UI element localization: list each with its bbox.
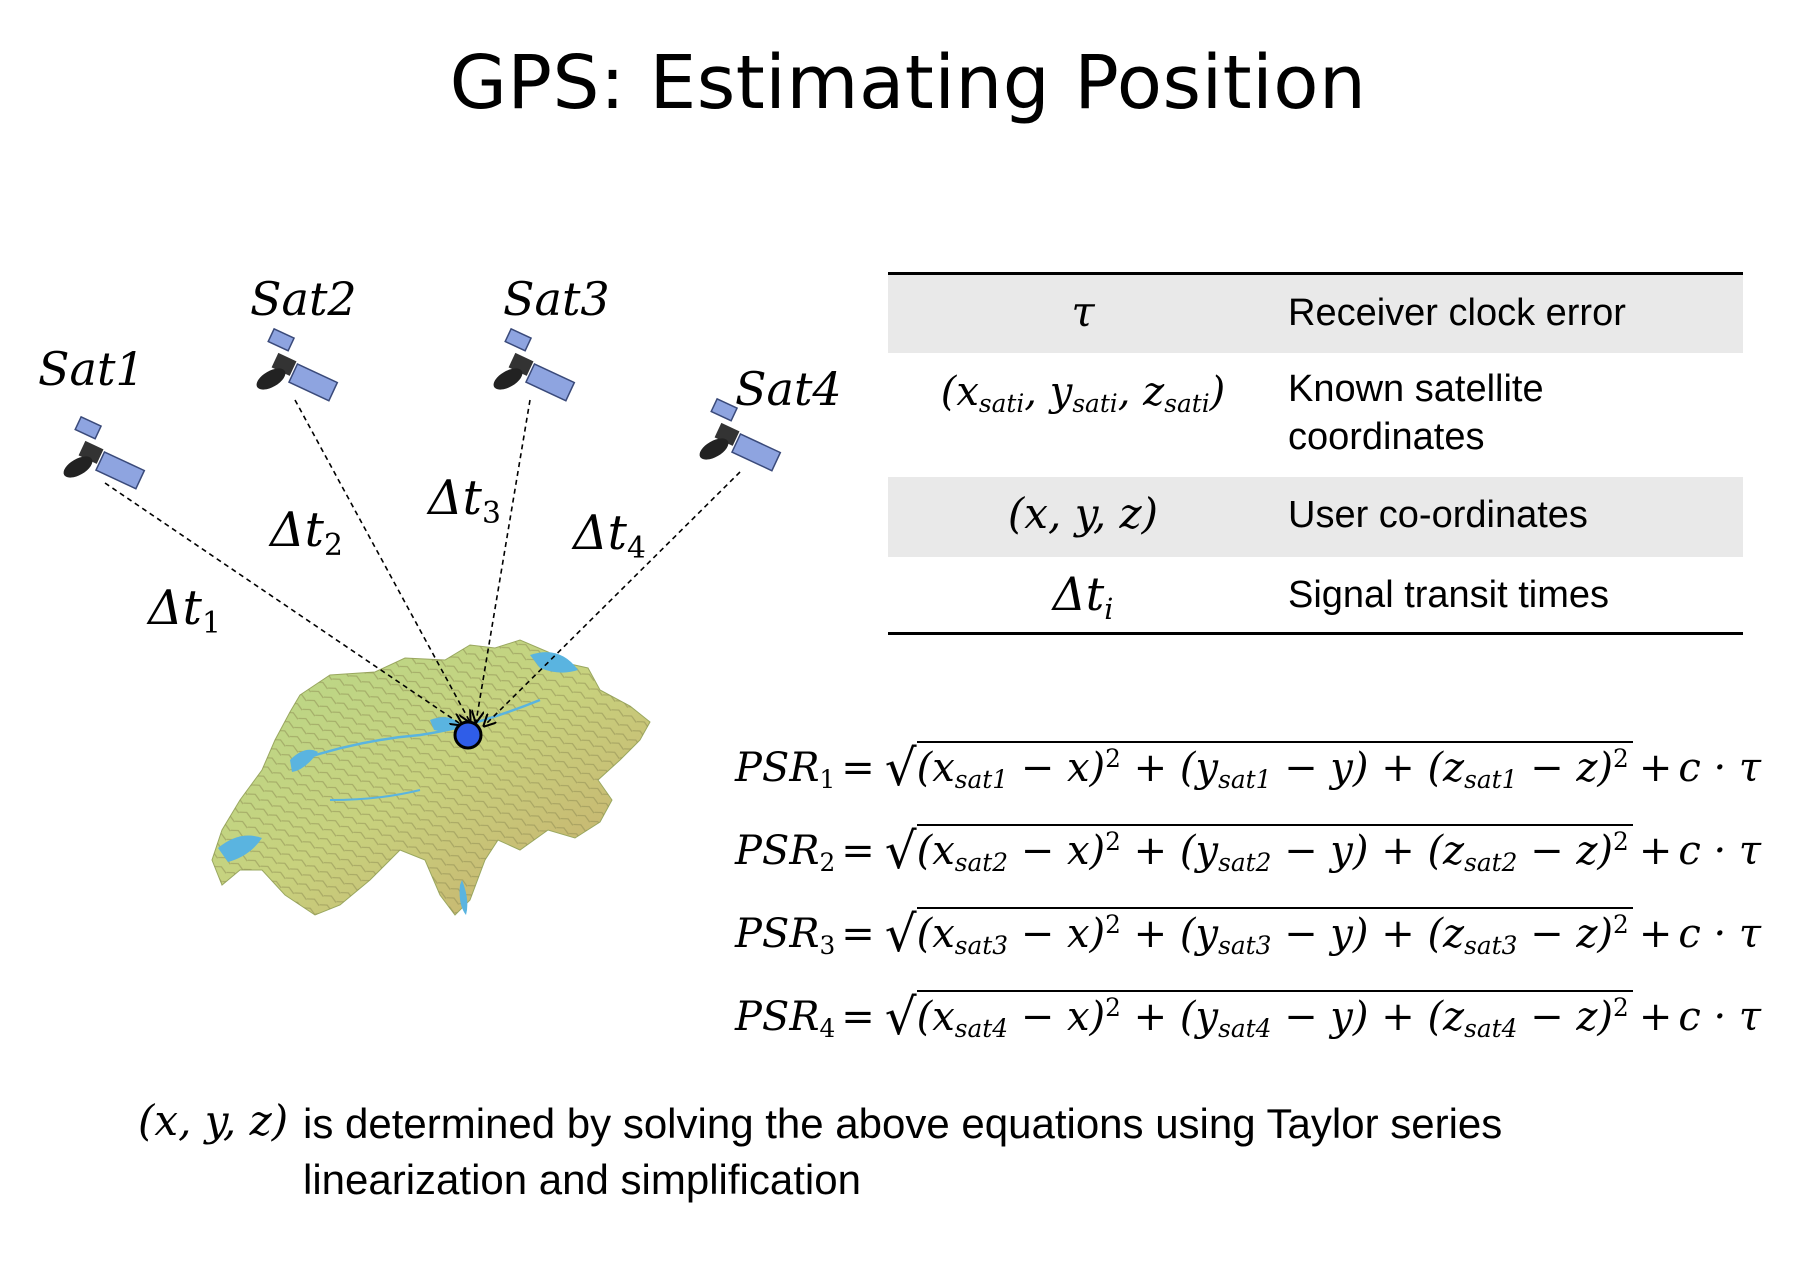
table-row: (xsati, ysati, zsati) Known satellite coo… [888, 353, 1743, 477]
table-row: (x, y, z) User co-ordinates [888, 477, 1743, 557]
table-desc: Signal transit times [1288, 574, 1610, 616]
transit-label-4: Δt4 [573, 505, 646, 566]
table-symbol: τ [1071, 287, 1095, 336]
signal-line-3 [476, 399, 531, 722]
lake-geneva [218, 835, 262, 862]
sat-label-4: Sat4 [735, 362, 842, 416]
satellite-icon [699, 397, 782, 472]
satellite-icon [493, 327, 576, 402]
table-top-rule [888, 272, 1743, 275]
table-row: τ Receiver clock error [888, 275, 1743, 353]
footer-line-1: is determined by solving the above equat… [303, 1100, 1503, 1147]
equation-psr-4: PSR4 = √(xsat4 − x)2 + (ysat4 − y) + (zsat… [735, 988, 1762, 1046]
lake-constance [530, 652, 578, 673]
table-symbol: (xsati, ysati, zsati) [940, 369, 1226, 419]
table-bottom-rule [888, 632, 1743, 635]
table-symbol: Δti [1052, 567, 1114, 626]
satellite-icon [256, 327, 339, 402]
transit-label-2: Δt2 [270, 502, 343, 563]
equation-psr-2: PSR2 = √(xsat2 − x)2 + (ysat2 − y) + (zsat… [735, 822, 1762, 880]
transit-label-3: Δt3 [428, 470, 501, 531]
slide-title: GPS: Estimating Position [449, 40, 1367, 126]
table-desc: Receiver clock error [1288, 292, 1626, 334]
satellite-icon [63, 415, 146, 490]
signal-lines [104, 399, 741, 726]
sat-label-2: Sat2 [250, 272, 357, 326]
table-symbol: (x, y, z) [1007, 489, 1159, 538]
sat-label-3: Sat3 [503, 272, 610, 326]
switzerland-map [211, 639, 651, 916]
transit-label-1: Δt1 [148, 580, 221, 641]
footer-text: is determined by solving the above equat… [303, 1096, 1502, 1208]
equation-psr-1: PSR1 = √(xsat1 − x)2 + (ysat1 − y) + (zsat… [735, 739, 1762, 797]
lake-maggiore [459, 880, 468, 915]
table-row: Δti Signal transit times [888, 557, 1743, 635]
equation-psr-3: PSR3 = √(xsat3 − x)2 + (ysat3 − y) + (zsat… [735, 905, 1762, 963]
footer-line-2: linearization and simplification [303, 1156, 861, 1203]
footer-math: (x, y, z) [138, 1096, 289, 1145]
table-desc: Known satellite coordinates [1288, 368, 1544, 458]
signal-line-4 [484, 471, 741, 726]
sat-label-1: Sat1 [38, 342, 145, 396]
table-desc: User co-ordinates [1288, 494, 1588, 536]
user-position-marker [453, 720, 483, 750]
signal-line-2 [294, 399, 470, 722]
